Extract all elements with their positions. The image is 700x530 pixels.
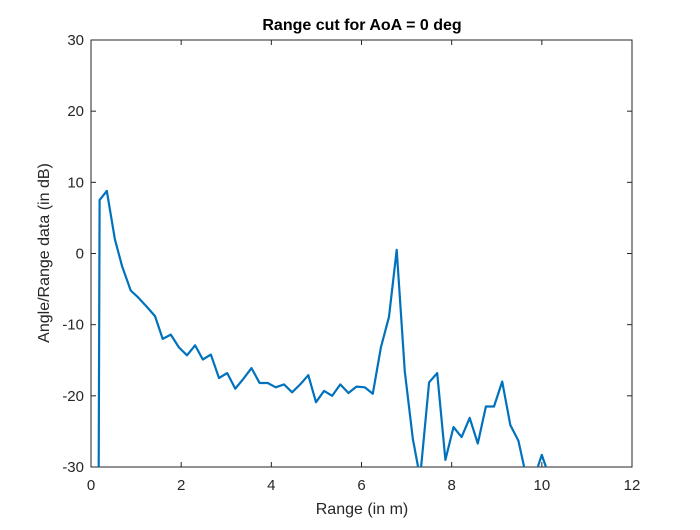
y-tick-label: 30 xyxy=(67,32,84,49)
x-tick-label: 2 xyxy=(177,477,185,494)
x-tick-label: 10 xyxy=(533,477,550,494)
y-tick-label: 10 xyxy=(67,174,84,191)
x-tick-label: 0 xyxy=(87,477,95,494)
plot-area xyxy=(90,39,633,468)
series-line xyxy=(97,189,548,467)
axis-ticks: 0 2 4 6 8 10 12 -30 -20 -10 0 10 20 30 xyxy=(62,32,640,494)
series-group xyxy=(97,189,548,467)
y-tick-label: -30 xyxy=(62,459,84,476)
x-tick-label: 12 xyxy=(624,477,641,494)
y-tick-label: 0 xyxy=(76,246,84,263)
x-axis-label: Range (in m) xyxy=(316,501,408,518)
x-tick-label: 6 xyxy=(357,477,365,494)
y-axis-label: Angle/Range data (in dB) xyxy=(36,163,53,343)
x-tick-label: 4 xyxy=(267,477,275,494)
chart-title: Range cut for AoA = 0 deg xyxy=(262,17,461,34)
y-tick-label: -10 xyxy=(62,317,84,334)
y-tick-label: -20 xyxy=(62,388,84,405)
y-tick-label: 20 xyxy=(67,103,84,120)
x-tick-label: 8 xyxy=(447,477,455,494)
